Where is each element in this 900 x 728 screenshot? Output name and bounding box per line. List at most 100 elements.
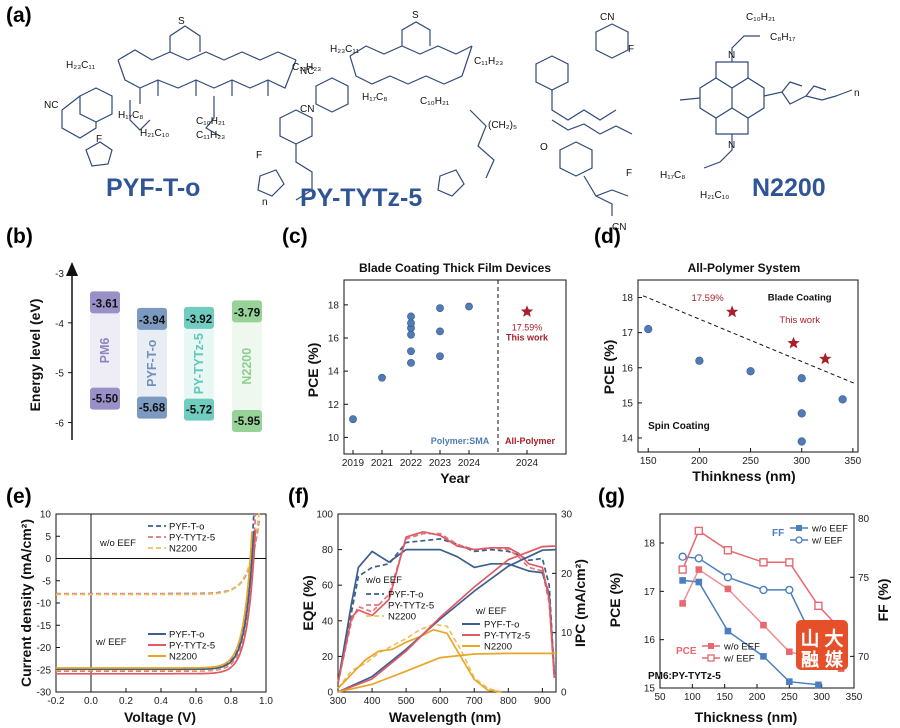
d-point-spin: [644, 325, 653, 334]
panel-f-ylabel-right: IPC (mA/cm²): [572, 559, 588, 647]
g-x-tick-label: 50: [654, 692, 666, 703]
g-x-tick-label: 350: [846, 692, 863, 703]
panel-g-ylabel: PCE (%): [607, 573, 623, 627]
c-point-sma: [349, 415, 357, 424]
g-marker: [759, 585, 768, 595]
c-x-tick-label: 2024: [516, 458, 539, 469]
g-y-tick-label: 17: [644, 587, 656, 598]
panel-b: (b) -3 -4 -5 -6 -3.61 -5.50 PM6 -3.94 -5.68 PYF-…: [6, 225, 262, 440]
e-y-tick-label: -5: [42, 576, 51, 587]
e-jv-curve: [56, 531, 253, 669]
f-curve: [337, 532, 556, 684]
g-y2-tick-label: 80: [858, 514, 870, 525]
atom-label: H₁₇C₈: [118, 110, 143, 121]
e-y-tick-label: -25: [37, 665, 52, 676]
c-x-tick-label: 2024: [458, 458, 481, 469]
f-y2-tick-label: 30: [561, 510, 573, 521]
f-legend-label: PYF-T-o: [484, 620, 519, 631]
g-marker: [786, 648, 793, 656]
f-curve: [337, 548, 557, 693]
f-legend-label: PY-TYTz-5: [484, 631, 530, 642]
g-marker: [723, 573, 733, 582]
molecule-name-n2200: N2200: [752, 174, 826, 202]
g-legend-group: FF: [772, 528, 784, 539]
b-category-label: PM6: [98, 338, 112, 364]
d-y-tick-label: 15: [622, 398, 634, 409]
atom-label: C₁₁H₂₃: [196, 130, 225, 141]
atom-label: C₁₁H₂₃: [474, 56, 503, 67]
c-point-sma: [407, 347, 415, 356]
atom-label: C₈H₁₇: [770, 32, 796, 43]
c-point-sma: [465, 302, 473, 311]
g-y-tick-label: 16: [644, 635, 656, 646]
g-x-tick-label: 300: [813, 692, 830, 703]
panel-c-xlabel: Year: [440, 470, 470, 486]
atom-label: O: [540, 142, 548, 153]
molecule-n2200-atoms: C₁₀H₂₁ C₈H₁₇ N N n H₁₇C₈ H₂₁C₁₀: [660, 12, 860, 201]
atom-label: S: [178, 16, 185, 27]
panel-d-ylabel: PCE (%): [601, 340, 617, 394]
c-point-sma: [378, 373, 386, 382]
c-y-tick-label: 16: [328, 334, 340, 345]
b-homo-bar: [232, 410, 262, 433]
f-y-tick-label: 0: [327, 688, 333, 699]
panel-g-label: (g): [598, 485, 625, 508]
g-marker: [785, 585, 794, 595]
d-x-tick-label: 150: [640, 456, 657, 467]
e-legend-label: PY-TYTz-5: [169, 641, 215, 652]
d-point-spin: [797, 409, 806, 418]
f-legend-label: PYF-T-o: [388, 590, 423, 601]
atom-label: H₂₃C₁₁: [330, 44, 360, 55]
f-x-tick-label: 300: [330, 696, 347, 707]
c-y-tick-label: 10: [328, 433, 340, 444]
panel-c: (c) Blade Coating Thick Film Devices 101…: [282, 225, 567, 486]
g-legend-marker: [708, 643, 714, 649]
panel-f-label: (f): [288, 485, 309, 508]
d-y-tick-label: 16: [622, 363, 634, 374]
g-marker: [678, 552, 687, 561]
g-marker: [694, 554, 703, 563]
g-legend-label: w/ EEF: [723, 654, 755, 665]
d-x-tick-label: 250: [742, 456, 759, 467]
d-annotation-text: This work: [779, 315, 820, 326]
e-y-tick-label: -10: [37, 599, 52, 610]
b-y-tick-label: -5: [55, 369, 64, 380]
panel-a-label: (a): [6, 4, 32, 27]
atom-label: n: [854, 88, 860, 99]
g-marker: [724, 627, 732, 635]
f-x-tick-label: 700: [466, 696, 483, 707]
d-point-spin: [695, 356, 704, 365]
c-point-sma: [407, 312, 415, 321]
e-frame: [55, 513, 267, 693]
e-x-tick-label: 0.8: [224, 696, 238, 707]
panel-f-xlabel: Wavelength (nm): [389, 709, 501, 725]
d-frame: [637, 279, 859, 453]
atom-label: C₁₁H₂₃: [292, 62, 321, 73]
atom-label: S: [412, 10, 419, 21]
e-legend-label: PYF-T-o: [169, 522, 204, 533]
b-y-tick-label: -6: [55, 419, 64, 430]
b-lumo-bar: [232, 300, 262, 323]
panel-b-label: (b): [6, 225, 33, 248]
g-marker: [759, 558, 768, 567]
f-y-tick-label: 100: [316, 510, 333, 521]
g-marker: [723, 546, 733, 555]
molecule-pyf-t-o-atoms: H₂₃C₁₁ S NC F H₁₇C₈ H₂₁C₁₀ C₁₀H₂₁ C₁₁H₂₃…: [44, 16, 321, 208]
molecule-n2200-structure: [679, 35, 853, 169]
g-legend-marker: [707, 654, 715, 662]
panel-d-xlabel: Thinkness (nm): [692, 468, 795, 484]
d-annotation-value: 17.59%: [691, 293, 724, 304]
f-curve: [337, 623, 502, 693]
b-lumo-label: -3.94: [139, 315, 166, 327]
g-marker: [815, 681, 822, 689]
f-legend-group: w/ EEF: [475, 606, 507, 617]
watermark-logo: 山 大 融 媒: [796, 620, 848, 670]
f-x-tick-label: 800: [500, 696, 517, 707]
e-y-tick-label: 0: [45, 554, 51, 565]
b-homo-bar: [184, 398, 214, 421]
b-axis-arrow: [66, 262, 78, 276]
panel-e-xlabel: Voltage (V): [124, 709, 196, 725]
atom-label: C₁₀H₂₁: [196, 116, 226, 127]
c-x-tick-label: 2019: [342, 458, 365, 469]
